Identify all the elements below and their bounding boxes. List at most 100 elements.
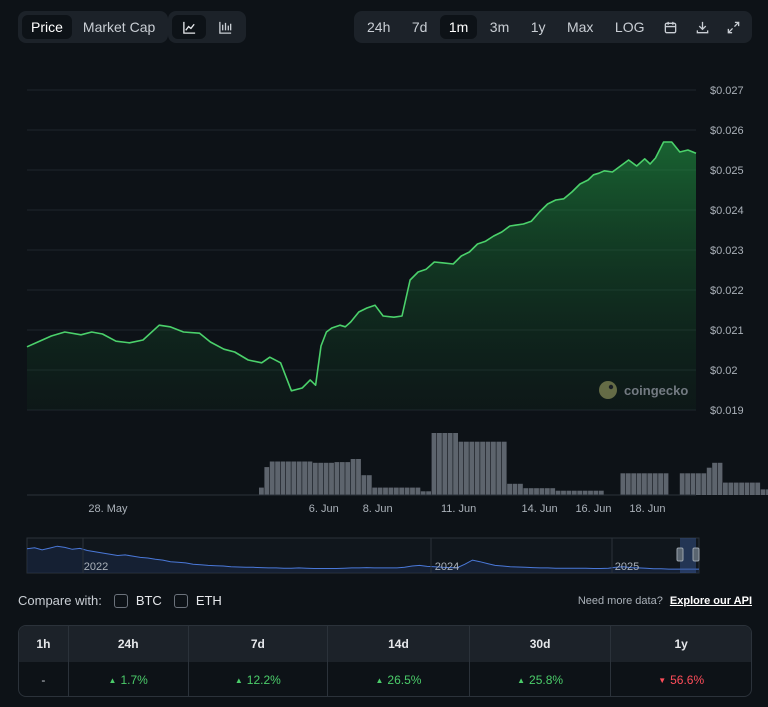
compare-btc-checkbox[interactable]: BTC: [113, 593, 162, 608]
volume-bar: [620, 473, 626, 495]
checkbox-icon: [173, 593, 188, 608]
volume-bar: [366, 475, 372, 495]
volume-bar: [658, 473, 663, 495]
volume-bar: [491, 441, 496, 495]
x-tick-label: 11. Jun: [441, 503, 476, 515]
calendar-icon: [665, 21, 677, 33]
volume-bar: [566, 490, 572, 495]
download-icon: [696, 21, 709, 33]
candlestick-chart-icon: [218, 21, 231, 34]
volume-bar: [528, 488, 534, 495]
price-area: [27, 142, 696, 410]
value-1y: ▼ 56.6%: [611, 662, 751, 696]
volume-bar: [345, 462, 351, 495]
volume-bar: [485, 441, 491, 495]
volume-bar: [550, 488, 556, 495]
volume-bar: [383, 487, 388, 495]
volume-bar: [464, 441, 469, 495]
volume-bar: [431, 433, 437, 495]
volume-bar: [636, 473, 642, 495]
range-3m[interactable]: 3m: [489, 19, 510, 35]
range-max[interactable]: Max: [566, 19, 594, 35]
volume-bar: [410, 487, 415, 495]
volume-bar: [631, 473, 637, 495]
volume-bar: [453, 433, 458, 495]
volume-bar: [712, 462, 717, 495]
navigator-year-label: 2024: [435, 561, 459, 573]
download-button[interactable]: [688, 15, 716, 39]
y-tick-label: $0.027: [710, 85, 744, 97]
range-7d[interactable]: 7d: [411, 19, 428, 35]
volume-bar: [350, 459, 356, 495]
volume-bar: [323, 462, 329, 495]
range-1y[interactable]: 1y: [530, 19, 546, 35]
volume-bar: [442, 433, 448, 495]
volume-bar: [426, 491, 431, 495]
line-chart-icon: [182, 21, 195, 34]
chart-type-toggle: [168, 11, 246, 43]
volume-bar: [733, 482, 739, 495]
y-tick-label: $0.025: [710, 165, 744, 177]
volume-bar: [339, 462, 345, 495]
header-1h: 1h: [19, 626, 69, 662]
calendar-button[interactable]: [657, 15, 685, 39]
range-1m[interactable]: 1m: [439, 15, 478, 39]
value-text: 56.6%: [670, 673, 705, 687]
volume-bar: [361, 475, 367, 495]
volume-bar: [723, 482, 728, 495]
coingecko-logo-icon: [599, 381, 617, 399]
up-arrow-icon: ▲: [375, 675, 384, 685]
volume-bar: [372, 487, 378, 495]
y-tick-label: $0.023: [710, 245, 744, 257]
volume-bar: [291, 461, 297, 495]
volume-bar: [318, 462, 324, 495]
header-14d: 14d: [328, 626, 470, 662]
volume-bar: [647, 473, 653, 495]
line-chart-button[interactable]: [172, 15, 206, 39]
volume-bar: [534, 488, 539, 495]
volume-bar: [760, 489, 766, 495]
expand-icon: [728, 21, 740, 33]
watermark-text: coingecko: [624, 383, 688, 398]
x-tick-label: 18. Jun: [629, 503, 665, 515]
volume-bar: [280, 461, 286, 495]
value-1h: -: [19, 662, 69, 696]
volume-bar: [377, 487, 383, 495]
header-30d: 30d: [470, 626, 612, 662]
x-tick-label: 14. Jun: [521, 503, 557, 515]
volume-bar: [739, 482, 744, 495]
table-header-row: 1h 24h 7d 14d 30d 1y: [19, 626, 751, 662]
volume-bar: [388, 487, 394, 495]
y-tick-label: $0.026: [710, 125, 744, 137]
compare-eth-checkbox[interactable]: ETH: [173, 593, 222, 608]
volume-bar: [766, 489, 768, 495]
compare-btc-label: BTC: [135, 593, 162, 608]
volume-bar: [399, 487, 405, 495]
explore-api-link[interactable]: Explore our API: [669, 595, 752, 607]
volume-bar: [275, 461, 280, 495]
navigator-year-label: 2025: [615, 561, 639, 573]
range-24h[interactable]: 24h: [367, 19, 391, 35]
value-text: 1.7%: [120, 673, 148, 687]
tab-price[interactable]: Price: [22, 15, 72, 39]
volume-bar: [755, 482, 761, 495]
api-prompt-text: Need more data?: [577, 595, 663, 607]
range-toolbar: 24h 7d 1m 3m 1y Max LOG: [354, 11, 752, 43]
compare-section: Compare with: BTC ETH: [18, 593, 222, 608]
tab-market-cap[interactable]: Market Cap: [82, 19, 156, 35]
table-row: - ▲ 1.7% ▲ 12.2% ▲ 26.5% ▲ 25.8% ▼ 56.6%: [19, 662, 751, 696]
volume-bar: [701, 473, 707, 495]
volume-bar: [393, 487, 399, 495]
volume-bar: [539, 488, 545, 495]
volume-bar: [302, 461, 307, 495]
candlestick-chart-button[interactable]: [208, 15, 242, 39]
navigator-year-label: 2022: [84, 561, 108, 573]
up-arrow-icon: ▲: [517, 675, 526, 685]
performance-table: 1h 24h 7d 14d 30d 1y - ▲ 1.7% ▲ 12.2% ▲ 26.…: [18, 625, 752, 697]
log-toggle[interactable]: LOG: [614, 19, 645, 35]
expand-button[interactable]: [720, 15, 748, 39]
y-tick-label: $0.024: [710, 205, 744, 217]
volume-bar: [469, 441, 475, 495]
compare-eth-label: ETH: [195, 593, 222, 608]
x-tick-label: 28. May: [88, 503, 128, 515]
